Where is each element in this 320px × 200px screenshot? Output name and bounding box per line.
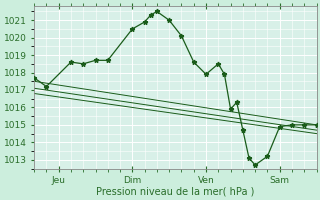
X-axis label: Pression niveau de la mer( hPa ): Pression niveau de la mer( hPa ) (96, 187, 254, 197)
